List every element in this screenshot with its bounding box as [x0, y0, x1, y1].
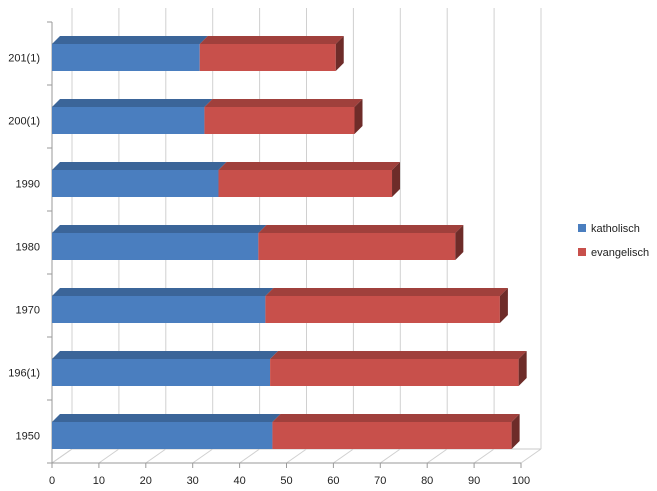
- x-tick-label: 50: [280, 475, 292, 487]
- bar-segment: [52, 359, 271, 386]
- bar-top-face: [270, 351, 527, 359]
- bar-top-face: [272, 414, 520, 422]
- y-tick-label: 200(1): [8, 116, 40, 128]
- floor-gridline: [520, 448, 542, 464]
- x-tick-label: 80: [421, 475, 433, 487]
- y-tick-label: 1950: [16, 431, 40, 443]
- bar-segment: [270, 359, 519, 386]
- bar-segment: [204, 107, 355, 134]
- floor-gridline: [286, 448, 307, 464]
- bar-top-face: [265, 288, 508, 296]
- chart-legend: katholisch evangelisch: [578, 223, 649, 259]
- bar-top-face: [52, 414, 281, 422]
- bar-top-face: [218, 162, 401, 170]
- floor-gridline: [192, 448, 213, 464]
- floor-gridline: [473, 448, 495, 464]
- bar-segment: [52, 170, 219, 197]
- y-tick-label: 201(1): [8, 53, 40, 65]
- bar-segment: [218, 170, 393, 197]
- bar-top-face: [258, 225, 464, 233]
- bar-segment: [52, 44, 200, 71]
- bar-side-face: [511, 414, 520, 449]
- bar-side-face: [499, 288, 508, 323]
- bar-side-face: [392, 162, 401, 197]
- bar-top-face: [199, 36, 344, 44]
- y-tick-label: 1970: [16, 305, 40, 317]
- bar-top-face: [52, 162, 227, 170]
- bar-top-face: [52, 36, 208, 44]
- bar-segment: [52, 233, 259, 260]
- bar-side-face: [518, 351, 527, 386]
- floor-gridline: [145, 448, 167, 464]
- bar-top-face: [52, 288, 274, 296]
- floor-gridline: [98, 448, 120, 464]
- x-tick-label: 60: [327, 475, 339, 487]
- legend-label: evangelisch: [591, 247, 649, 259]
- y-tick-label: 196(1): [8, 368, 40, 380]
- legend-label: katholisch: [591, 223, 640, 235]
- x-tick-label: 30: [187, 475, 199, 487]
- bar-side-face: [455, 225, 464, 260]
- bar-segment: [52, 107, 205, 134]
- bar-segment: [52, 296, 266, 323]
- x-tick-label: 100: [512, 475, 530, 487]
- x-tick-label: 10: [93, 475, 105, 487]
- y-tick-label: 1980: [16, 242, 40, 254]
- bar-top-face: [204, 99, 363, 107]
- x-tick-label: 90: [468, 475, 480, 487]
- x-tick-label: 0: [49, 475, 55, 487]
- bar-segment: [265, 296, 500, 323]
- floor-gridline: [239, 448, 260, 464]
- bar-top-face: [52, 225, 267, 233]
- bar-top-face: [52, 351, 279, 359]
- floor-gridline: [51, 448, 73, 464]
- bar-segment: [52, 422, 273, 449]
- bar-side-face: [335, 36, 344, 71]
- legend-swatch: [578, 224, 586, 232]
- bar-segment: [199, 44, 336, 71]
- x-tick-label: 70: [374, 475, 386, 487]
- floor-gridline: [426, 448, 448, 464]
- legend-swatch: [578, 248, 586, 256]
- bar-side-face: [354, 99, 363, 134]
- y-tick-label: 1990: [16, 179, 40, 191]
- chart-bars: [52, 36, 527, 449]
- bar-top-face: [52, 99, 213, 107]
- floor-gridline: [333, 448, 354, 464]
- floor-gridline: [380, 448, 401, 464]
- bar-segment: [258, 233, 456, 260]
- bar-segment: [272, 422, 512, 449]
- x-tick-label: 20: [140, 475, 152, 487]
- x-tick-label: 40: [233, 475, 245, 487]
